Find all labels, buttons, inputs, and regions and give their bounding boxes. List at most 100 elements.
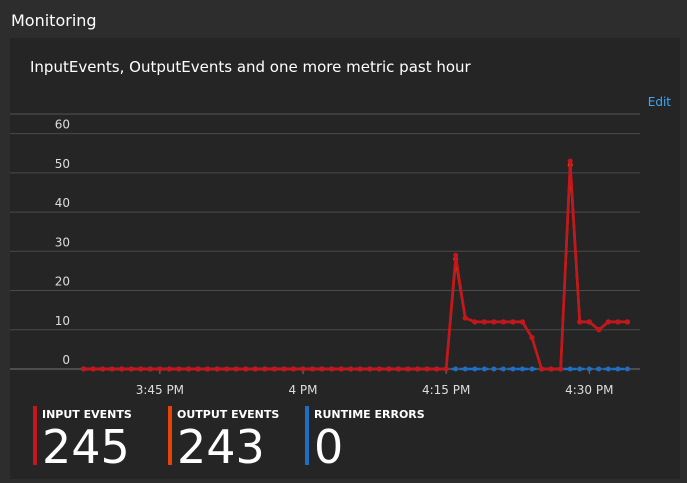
data-point [577,319,583,325]
data-point [453,366,459,372]
data-point [205,366,211,372]
data-point [195,366,201,372]
data-point [434,366,440,372]
data-point [567,366,573,372]
data-point [577,366,583,372]
data-point [481,319,487,325]
data-point [386,366,392,372]
panel-title: Monitoring [11,11,97,30]
summary-value: 243 [177,420,265,474]
data-point [128,366,134,372]
data-point [176,366,182,372]
summary-color-bar [305,406,309,465]
data-point [510,366,516,372]
data-point [100,366,106,372]
data-point [214,366,220,372]
data-point [424,366,430,372]
data-point [290,366,296,372]
x-tick-label: 3:45 PM [136,383,184,397]
data-point [462,366,468,372]
data-point [500,319,506,325]
data-point [405,366,411,372]
data-point [529,335,535,341]
data-point [376,366,382,372]
data-point [224,366,230,372]
data-point [243,366,249,372]
data-point [329,366,335,372]
data-point [519,366,525,372]
data-point [491,319,497,325]
summary-label: RUNTIME ERRORS [314,408,425,421]
data-point [605,366,611,372]
data-point [90,366,96,372]
data-point [615,366,621,372]
data-point [624,319,630,325]
data-point [157,366,163,372]
data-point [395,366,401,372]
panel [10,38,680,479]
x-tick-label: 4 PM [288,383,317,397]
data-point [548,366,554,372]
data-point [510,319,516,325]
summary-color-bar [168,406,172,465]
data-point [348,366,354,372]
data-point [338,366,344,372]
data-point [271,366,277,372]
chart-title: InputEvents, OutputEvents and one more m… [30,58,472,76]
summary-label: OUTPUT EVENTS [177,408,279,421]
y-tick-label: 0 [62,353,70,367]
y-tick-label: 60 [55,118,70,132]
series-line [83,160,628,371]
data-point [186,366,192,372]
data-point [453,252,459,258]
data-point [81,366,87,372]
y-tick-label: 30 [55,235,70,249]
data-point [367,366,373,372]
y-tick-label: 50 [55,157,70,171]
edit-link[interactable]: Edit [648,95,672,109]
data-point [529,366,535,372]
summary-color-bar [33,406,37,465]
data-point [586,319,592,325]
data-point [138,366,144,372]
y-tick-label: 20 [55,275,70,289]
data-point [558,366,564,372]
data-point [357,366,363,372]
data-point [319,366,325,372]
data-point [596,366,602,372]
y-tick-label: 10 [55,314,70,328]
summary-value: 245 [42,420,130,474]
data-point [567,158,573,164]
data-point [624,366,630,372]
data-point [281,366,287,372]
data-point [472,366,478,372]
data-point [415,366,421,372]
data-point [462,315,468,321]
data-point [119,366,125,372]
data-point [500,366,506,372]
data-point [310,366,316,372]
data-point [252,366,258,372]
data-point [109,366,115,372]
summary-label: INPUT EVENTS [42,408,132,421]
x-tick-label: 4:15 PM [422,383,470,397]
data-point [491,366,497,372]
summary-value: 0 [314,420,343,474]
data-point [481,366,487,372]
x-tick-label: 4:30 PM [565,383,613,397]
y-tick-label: 40 [55,196,70,210]
data-point [596,327,602,333]
data-point [615,319,621,325]
data-point [233,366,239,372]
data-point [166,366,172,372]
data-point [147,366,153,372]
data-point [262,366,268,372]
data-point [519,319,525,325]
data-point [586,366,592,372]
data-point [605,319,611,325]
data-point [472,319,478,325]
data-point [443,366,449,372]
data-point [300,366,306,372]
data-point [539,366,545,372]
